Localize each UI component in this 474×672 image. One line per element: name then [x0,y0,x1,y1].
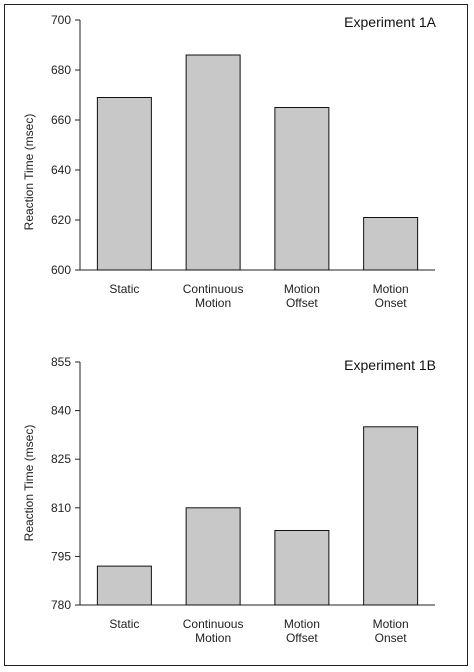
y-tick-label: 680 [51,63,71,77]
y-ticks: 600 620 640 660 680 700 [51,13,80,277]
y-tick-label: 855 [51,355,71,369]
chart-panel-2: Experiment 1B Reaction Time (msec) 780 79… [22,355,436,645]
bars [96,54,419,271]
chart-title: Experiment 1A [344,14,436,30]
bar [96,565,152,606]
y-ticks: 780 795 810 825 840 855 [51,355,80,612]
bar [274,529,330,606]
chart-title: Experiment 1B [344,357,436,373]
y-tick-label: 795 [51,549,71,563]
x-tick-label: Continuous Motion [183,282,244,310]
y-axis-label: Reaction Time (msec) [22,425,36,542]
y-tick-label: 660 [51,113,71,127]
y-tick-label: 780 [51,598,71,612]
bar [96,97,152,271]
x-tick-label: Continuous Motion [183,617,244,645]
x-categories: Static Continuous Motion Motion Offset Motion… [109,617,408,645]
x-tick-label: Static [109,282,139,296]
y-axis-label: Reaction Time (msec) [22,114,36,231]
chart-panel-1: Experiment 1A Reaction Time (msec) 600 62… [22,13,437,310]
x-tick-label: Static [109,617,139,631]
y-tick-label: 600 [51,263,71,277]
x-tick-label: Motion Onset [373,282,409,310]
y-tick-label: 825 [51,452,71,466]
bar [274,107,330,271]
x-tick-label: Motion Offset [284,617,320,645]
y-tick-label: 620 [51,213,71,227]
bar [185,507,241,606]
y-tick-label: 810 [51,501,71,515]
y-tick-label: 840 [51,404,71,418]
bars [96,426,419,606]
bar [185,54,241,271]
y-tick-label: 700 [51,13,71,27]
figure-frame [4,4,468,666]
x-tick-label: Motion Offset [284,282,320,310]
bar [363,217,419,271]
x-tick-label: Motion Onset [373,617,409,645]
bar [363,426,419,606]
x-categories: Static Continuous Motion Motion Offset Motion… [109,282,408,310]
y-tick-label: 640 [51,163,71,177]
